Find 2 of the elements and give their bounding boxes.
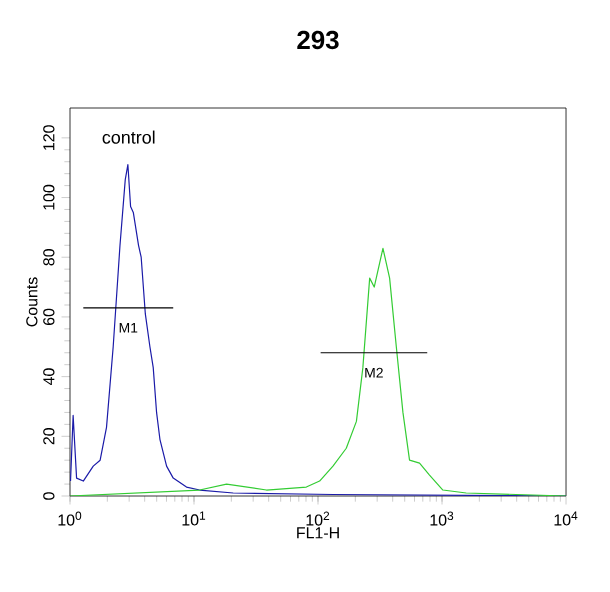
series-label: control	[102, 130, 155, 144]
chart-title: 293	[297, 30, 339, 50]
